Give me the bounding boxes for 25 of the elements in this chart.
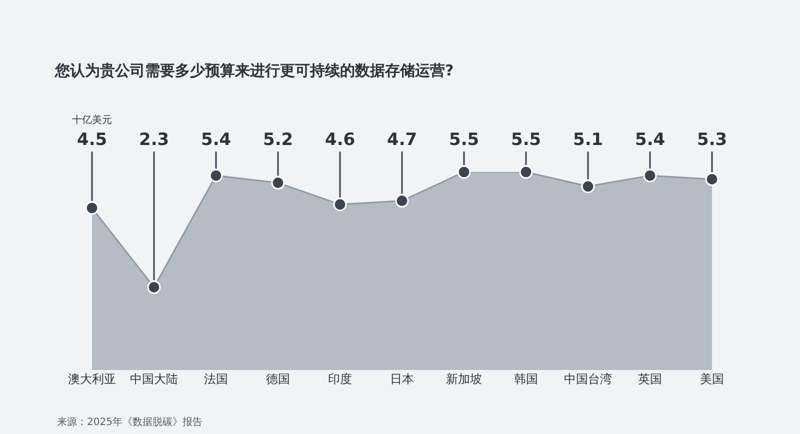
y-axis-title: 十亿美元	[72, 114, 112, 126]
chart-title: 您认为贵公司需要多少预算来进行更可持续的数据存储运营?	[54, 61, 454, 80]
x-tick-label: 新加坡	[446, 372, 482, 386]
x-tick-label: 韩国	[514, 372, 538, 386]
data-label: 5.4	[201, 130, 232, 150]
data-label: 5.2	[263, 130, 294, 150]
data-label: 5.4	[635, 130, 666, 150]
x-tick-label: 中国大陆	[130, 372, 178, 386]
x-tick-label: 法国	[204, 372, 228, 386]
data-label: 4.6	[325, 130, 356, 150]
x-tick-label: 印度	[328, 372, 352, 386]
x-tick-label: 德国	[266, 372, 290, 386]
x-tick-label: 中国台湾	[564, 372, 612, 386]
x-tick-label: 英国	[638, 372, 662, 386]
x-tick-label: 美国	[700, 372, 724, 386]
x-tick-label: 澳大利亚	[68, 372, 116, 386]
data-label: 2.3	[139, 130, 170, 150]
data-label: 5.5	[449, 130, 480, 150]
source-note: 来源：2025年《数据脱碳》报告	[57, 416, 202, 428]
data-label: 5.3	[697, 130, 728, 150]
data-label: 5.1	[573, 130, 604, 150]
data-label: 4.5	[77, 130, 108, 150]
x-tick-label: 日本	[390, 372, 414, 386]
data-label: 4.7	[387, 130, 418, 150]
data-label: 5.5	[511, 130, 542, 150]
